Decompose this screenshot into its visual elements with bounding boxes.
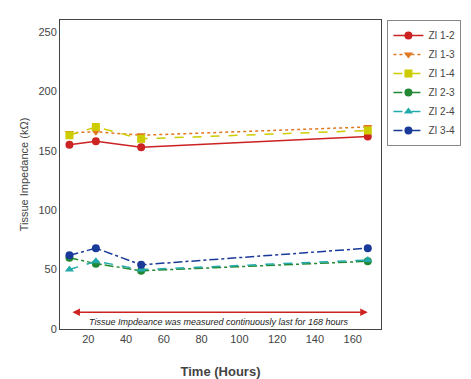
svg-text:120: 120 xyxy=(268,333,286,345)
svg-text:ZI 2-3: ZI 2-3 xyxy=(428,87,455,98)
svg-text:60: 60 xyxy=(158,333,170,345)
svg-text:140: 140 xyxy=(306,333,324,345)
svg-text:Time (Hours): Time (Hours) xyxy=(181,364,261,379)
svg-text:ZI 3-4: ZI 3-4 xyxy=(428,125,455,136)
svg-text:ZI 1-2: ZI 1-2 xyxy=(428,30,455,41)
svg-text:100: 100 xyxy=(230,333,248,345)
svg-text:ZI 2-4: ZI 2-4 xyxy=(428,106,455,117)
svg-text:0: 0 xyxy=(51,323,57,335)
svg-text:ZI 1-3: ZI 1-3 xyxy=(428,49,455,60)
svg-text:160: 160 xyxy=(344,333,362,345)
svg-text:50: 50 xyxy=(45,263,57,275)
svg-text:80: 80 xyxy=(195,333,207,345)
svg-text:Tissue Impdeance was measured: Tissue Impdeance was measured continuous… xyxy=(89,317,349,327)
svg-text:ZI 1-4: ZI 1-4 xyxy=(428,68,455,79)
svg-text:200: 200 xyxy=(38,85,56,97)
svg-text:150: 150 xyxy=(38,145,56,157)
svg-text:100: 100 xyxy=(38,204,56,216)
svg-text:Tissue Impedance (kΩ): Tissue Impedance (kΩ) xyxy=(18,118,30,232)
svg-text:20: 20 xyxy=(82,333,94,345)
svg-text:40: 40 xyxy=(120,333,132,345)
svg-text:250: 250 xyxy=(38,26,56,38)
